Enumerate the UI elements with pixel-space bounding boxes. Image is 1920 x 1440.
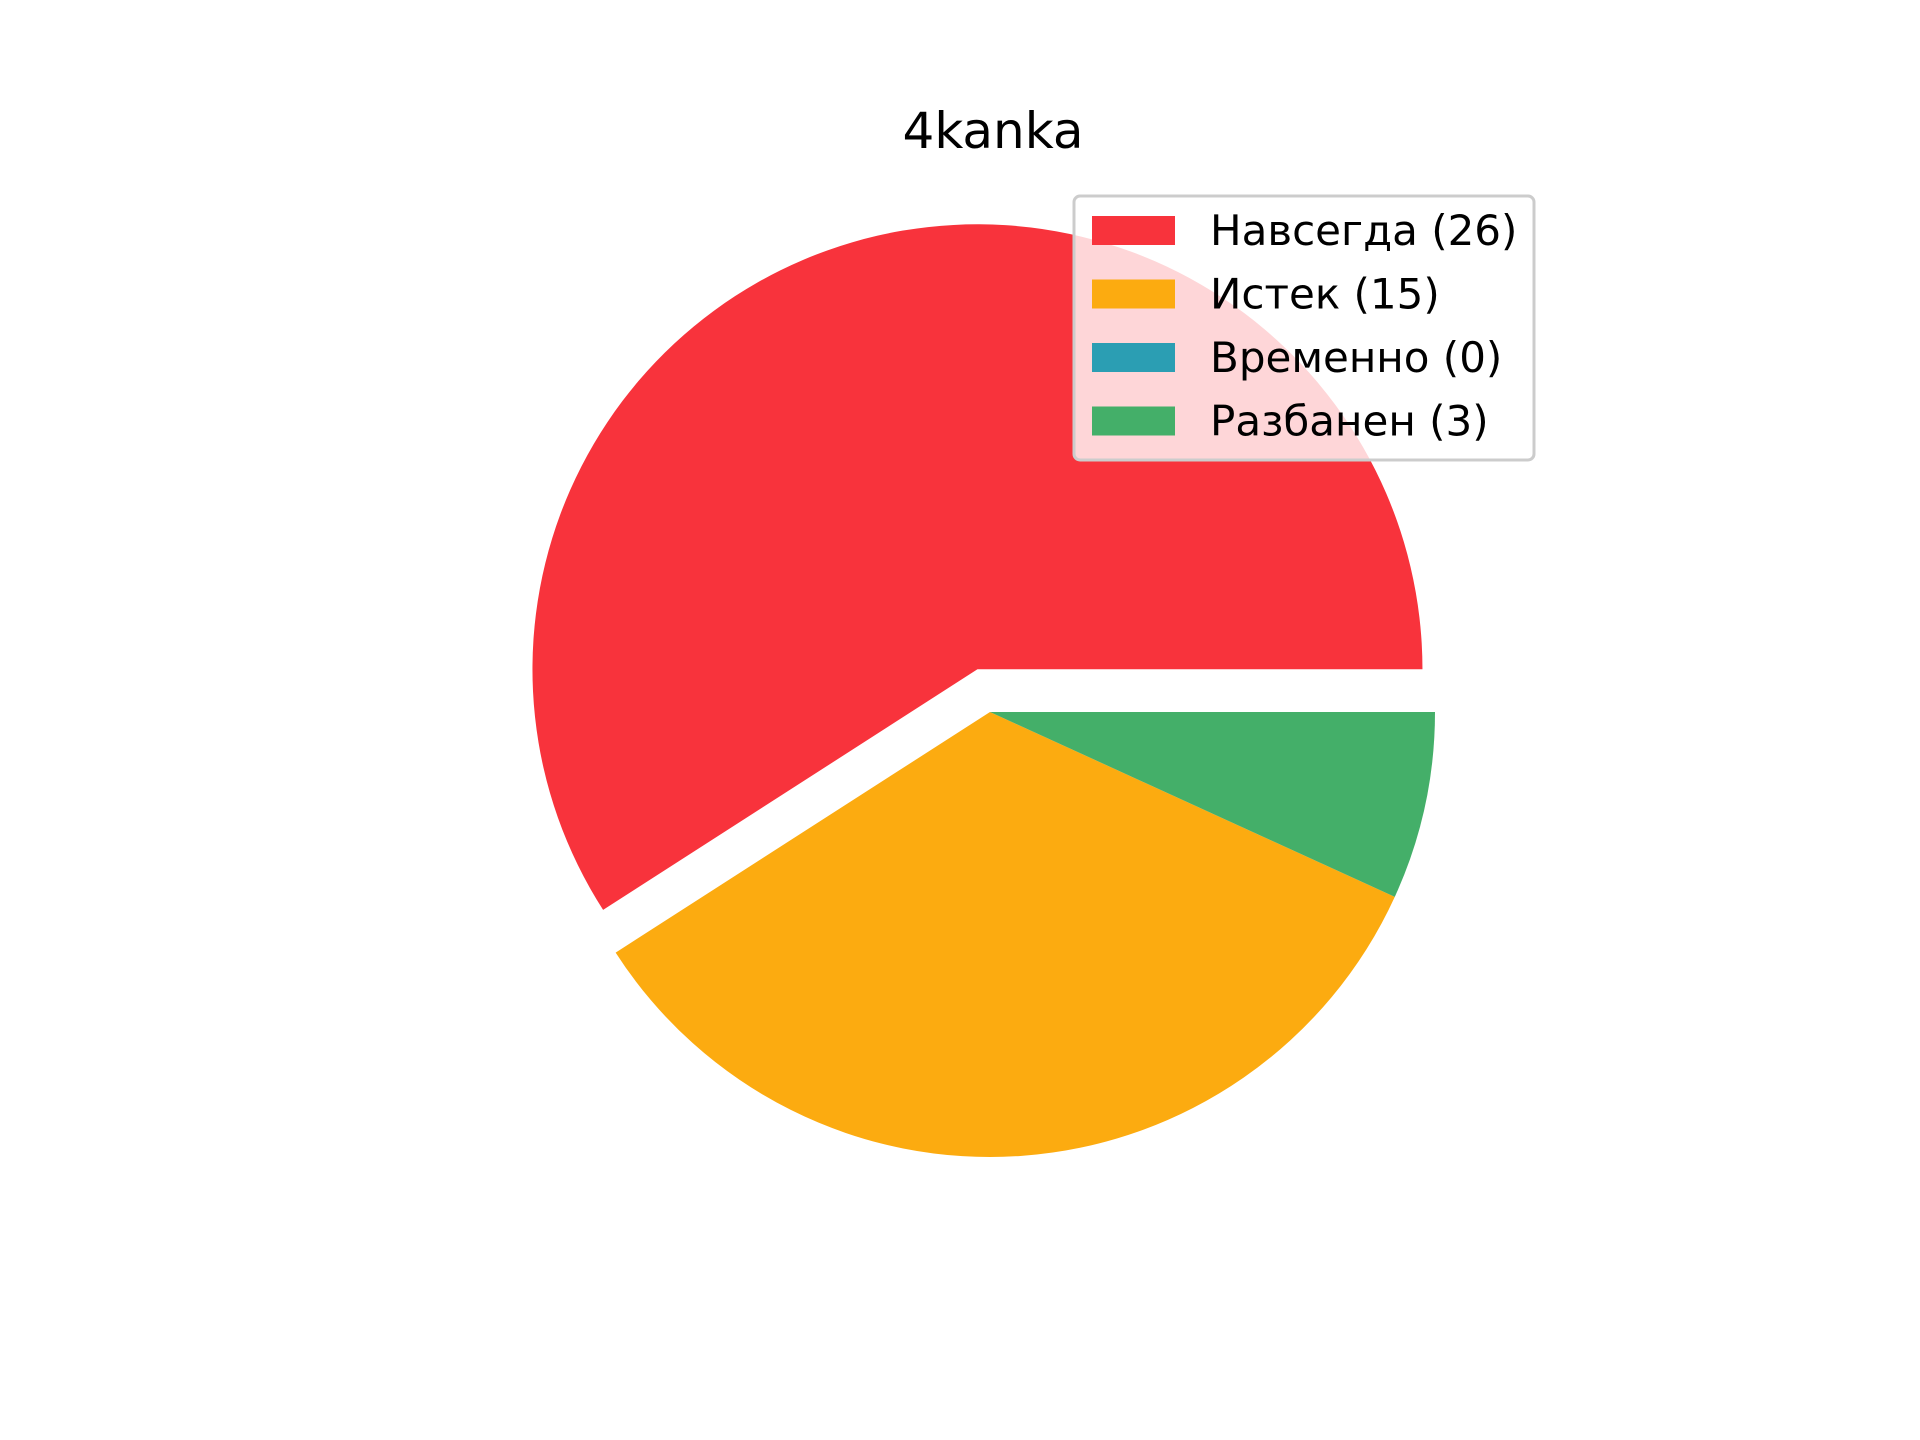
legend-label-0: Навсегда (26) xyxy=(1210,206,1517,255)
legend-swatch-2 xyxy=(1092,343,1175,372)
legend-label-1: Истек (15) xyxy=(1210,270,1440,319)
legend: Навсегда (26) Истек (15) Временно (0) Разба… xyxy=(1072,194,1536,462)
legend-label-3: Разбанен (3) xyxy=(1210,397,1489,446)
legend-swatch-1 xyxy=(1092,279,1175,309)
chart-title: 4kanka xyxy=(903,102,1084,160)
legend-swatch-3 xyxy=(1092,406,1175,436)
legend-frame xyxy=(1072,194,1536,462)
pie-slice-3 xyxy=(990,712,1435,897)
legend-swatch-0 xyxy=(1092,216,1175,245)
legend-label-2: Временно (0) xyxy=(1210,333,1502,382)
pie-slice-1 xyxy=(615,712,1395,1157)
